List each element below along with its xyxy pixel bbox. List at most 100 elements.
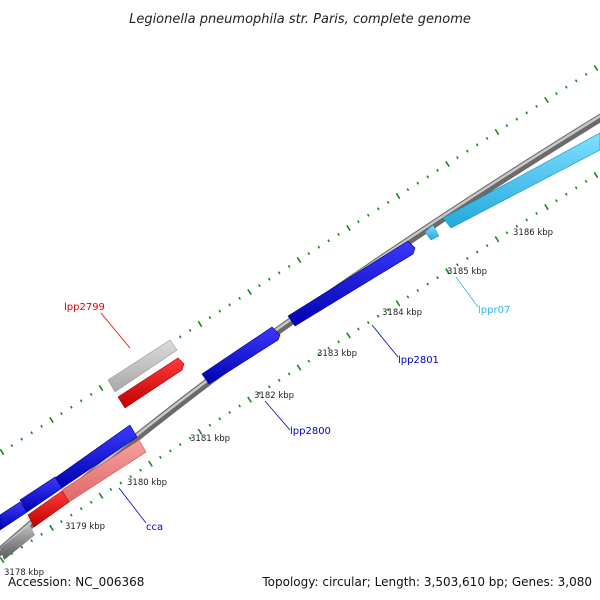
inner-tick bbox=[69, 513, 73, 517]
inner-tick bbox=[60, 519, 63, 524]
scale-label-3181: 3181 kbp bbox=[190, 434, 230, 444]
inner-tick bbox=[456, 263, 459, 267]
scale-labels: 3178 kbp 3179 kbp 3180 kbp 3181 kbp 3182… bbox=[4, 228, 553, 578]
inner-tick bbox=[258, 391, 261, 395]
leader-cca bbox=[118, 487, 147, 524]
inner-tick bbox=[79, 507, 83, 511]
outer-tick bbox=[287, 264, 291, 268]
outer-tick bbox=[317, 245, 321, 249]
label-lpp2800[interactable]: lpp2800 bbox=[290, 426, 331, 437]
outer-tick bbox=[555, 92, 558, 96]
scale-label-3179: 3179 kbp bbox=[65, 522, 105, 532]
inner-tick bbox=[357, 327, 360, 331]
inner-tick bbox=[119, 481, 123, 485]
outer-tick bbox=[564, 85, 568, 89]
outer-tick bbox=[327, 239, 331, 243]
outer-tick bbox=[49, 416, 54, 424]
inner-tick bbox=[376, 314, 380, 318]
outer-tick bbox=[544, 96, 549, 104]
inner-tick bbox=[505, 231, 509, 235]
inner-tick bbox=[89, 500, 93, 504]
outer-tick bbox=[366, 213, 370, 217]
inner-tick bbox=[228, 410, 232, 414]
outer-tick bbox=[277, 271, 281, 275]
outer-tick bbox=[494, 128, 500, 136]
inner-tick bbox=[296, 364, 302, 371]
inner-tick bbox=[515, 224, 519, 228]
label-lppr07[interactable]: lppr07 bbox=[478, 305, 510, 316]
inner-tick bbox=[168, 449, 172, 453]
inner-tick bbox=[426, 282, 430, 286]
accession-text: Accession: NC_006368 bbox=[8, 575, 144, 589]
feature-blue-segment-c[interactable] bbox=[0, 501, 28, 531]
outer-tick bbox=[584, 72, 588, 76]
inner-tick bbox=[475, 250, 479, 254]
inner-tick bbox=[49, 524, 54, 532]
scale-label-3186: 3186 kbp bbox=[513, 228, 553, 238]
outer-tick bbox=[197, 320, 203, 328]
outer-tick bbox=[178, 335, 182, 339]
outer-tick bbox=[376, 207, 380, 211]
feature-lpp2799-pseudo[interactable] bbox=[107, 339, 178, 393]
outer-tick bbox=[346, 224, 351, 232]
inner-tick bbox=[197, 428, 203, 435]
outer-tick bbox=[386, 200, 390, 204]
outer-tick bbox=[296, 256, 302, 264]
outer-tick-track bbox=[0, 64, 599, 456]
inner-tick bbox=[485, 244, 489, 248]
inner-tick bbox=[20, 545, 24, 549]
inner-tick bbox=[525, 218, 529, 222]
genome-backbone bbox=[0, 113, 600, 557]
feature-lppr07[interactable] bbox=[424, 224, 440, 241]
feature-blue-segment-b[interactable] bbox=[19, 476, 63, 513]
leader-lpp2799 bbox=[100, 312, 131, 349]
feature-lpp2799-cds[interactable] bbox=[117, 357, 185, 409]
inner-tick bbox=[188, 436, 192, 440]
inner-tick bbox=[317, 353, 321, 357]
feature-lpp2800[interactable] bbox=[201, 326, 281, 385]
outer-tick bbox=[0, 448, 5, 456]
inner-tick bbox=[287, 372, 291, 376]
outer-tick bbox=[505, 124, 509, 128]
feature-cca[interactable] bbox=[27, 490, 70, 528]
inner-tick bbox=[307, 359, 311, 363]
inner-tick bbox=[277, 378, 281, 382]
inner-tick bbox=[129, 475, 133, 479]
inner-tick bbox=[267, 385, 271, 389]
outer-tick bbox=[475, 143, 479, 147]
outer-tick bbox=[307, 252, 311, 256]
outer-tick bbox=[89, 392, 93, 396]
inner-tick bbox=[0, 556, 5, 564]
inner-tick bbox=[208, 423, 212, 427]
feature-lpp2801[interactable] bbox=[287, 240, 416, 327]
inner-tick bbox=[445, 268, 450, 275]
inner-tick bbox=[98, 492, 104, 499]
outer-tick bbox=[10, 444, 14, 448]
outer-tick bbox=[30, 431, 34, 435]
inner-tick bbox=[337, 340, 340, 344]
genome-summary-text: Topology: circular; Length: 3,503,610 bp… bbox=[261, 575, 592, 589]
outer-tick bbox=[574, 79, 578, 83]
label-lpp2801[interactable]: lpp2801 bbox=[398, 355, 439, 366]
outer-tick bbox=[395, 192, 401, 200]
label-lpp2799[interactable]: lpp2799 bbox=[64, 302, 105, 313]
inner-tick bbox=[574, 186, 578, 190]
inner-tick bbox=[416, 288, 420, 293]
outer-tick bbox=[593, 64, 599, 72]
inner-tick bbox=[238, 404, 241, 408]
scale-label-3184: 3184 kbp bbox=[382, 308, 422, 318]
outer-tick bbox=[357, 220, 360, 224]
inner-tick bbox=[30, 539, 34, 543]
outer-tick bbox=[436, 168, 439, 172]
feature-rna-right[interactable] bbox=[442, 132, 600, 229]
inner-tick bbox=[564, 192, 568, 196]
inner-tick bbox=[584, 179, 588, 183]
outer-tick bbox=[79, 399, 83, 403]
inner-tick bbox=[465, 256, 469, 260]
inner-tick bbox=[327, 346, 331, 350]
inner-tick bbox=[159, 455, 162, 459]
label-cca[interactable]: cca bbox=[146, 522, 163, 533]
outer-tick bbox=[188, 328, 192, 332]
outer-tick bbox=[416, 181, 420, 185]
